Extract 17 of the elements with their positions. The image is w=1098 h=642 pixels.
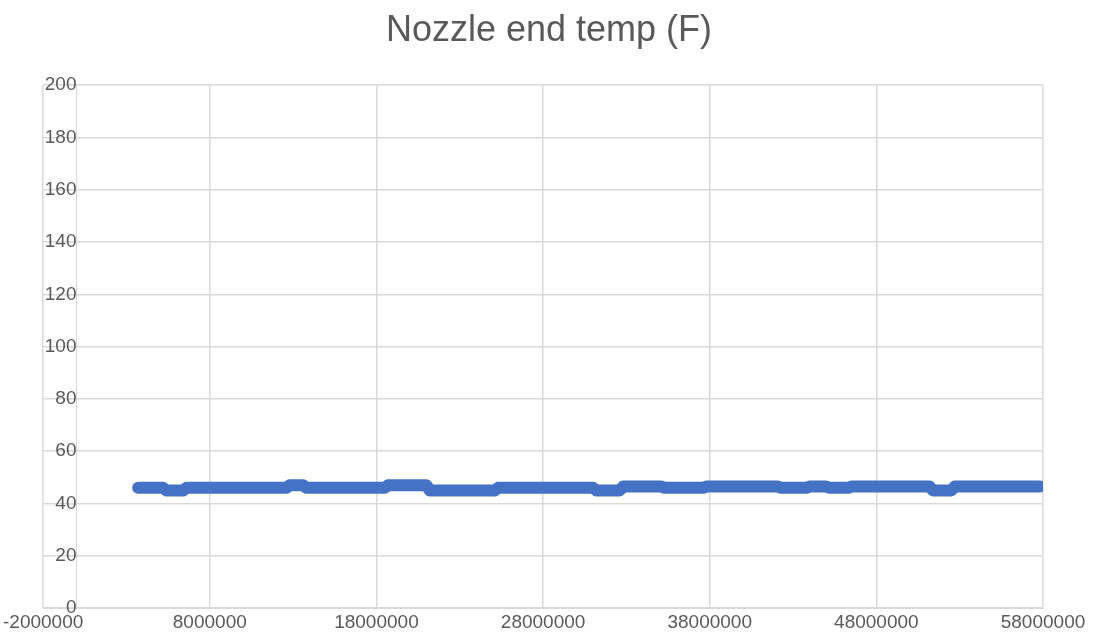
y-tick-label: 160 <box>44 177 77 199</box>
y-tick-label: 40 <box>55 491 77 513</box>
y-tick-label: 80 <box>55 387 77 409</box>
y-tick-label: 140 <box>44 230 77 252</box>
x-tick-label: 58000000 <box>1000 610 1086 632</box>
chart-title: Nozzle end temp (F) <box>384 8 714 50</box>
x-tick-label: 18000000 <box>334 610 419 632</box>
y-tick-label: 200 <box>44 73 77 95</box>
y-tick-label: 20 <box>55 544 77 566</box>
y-tick-label: 60 <box>55 439 77 461</box>
x-tick-label: 38000000 <box>667 610 752 632</box>
y-tick-label: 100 <box>44 334 77 356</box>
x-tick-label: 8000000 <box>172 610 247 632</box>
x-tick-label: 28000000 <box>500 610 586 632</box>
y-tick-label: 120 <box>44 282 77 304</box>
x-tick-label: 48000000 <box>834 610 919 632</box>
y-tick-label: 180 <box>44 125 77 147</box>
